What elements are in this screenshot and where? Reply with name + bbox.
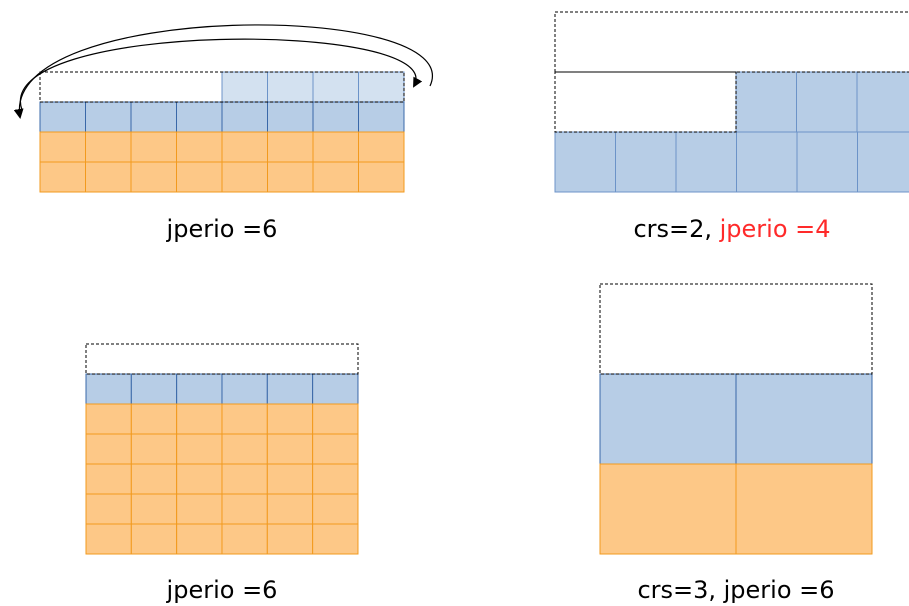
orange-cell	[85, 403, 132, 435]
blue-cell	[266, 373, 314, 405]
orange-cell	[221, 131, 268, 163]
orange-cell	[312, 131, 359, 163]
halo-cell	[221, 71, 268, 103]
orange-cell	[358, 131, 405, 163]
blue-cell	[39, 101, 86, 133]
orange-cell	[221, 463, 268, 495]
blue-cell	[796, 71, 858, 133]
panel-2-grid	[554, 71, 909, 193]
orange-cell	[39, 131, 86, 163]
orange-cell	[130, 463, 178, 495]
orange-cell	[266, 523, 314, 555]
orange-cell	[176, 433, 223, 465]
panel-1-dashed-halo	[39, 71, 405, 103]
orange-cell	[266, 403, 314, 435]
blue-cell	[221, 101, 268, 133]
orange-cell	[599, 463, 737, 555]
orange-cell	[312, 433, 359, 465]
panel-4-caption: crs=3, jperio =6	[637, 576, 834, 604]
orange-cell	[221, 523, 268, 555]
blue-cell	[554, 131, 616, 193]
panel-1-arrow-right	[19, 38, 423, 111]
orange-cell	[176, 131, 223, 163]
orange-cell	[85, 433, 132, 465]
blue-cell	[85, 373, 132, 405]
panel-2-caption: crs=2, jperio =4	[633, 215, 830, 243]
blue-cell	[796, 131, 858, 193]
panel-4-dashed-halo	[599, 283, 873, 375]
orange-cell	[130, 131, 177, 163]
orange-cell	[176, 403, 223, 435]
panel-2-dashed-inner	[554, 71, 737, 133]
orange-cell	[85, 131, 132, 163]
orange-cell	[221, 433, 268, 465]
orange-cell	[130, 433, 178, 465]
orange-cell	[312, 161, 359, 193]
orange-cell	[312, 493, 359, 525]
orange-cell	[221, 161, 268, 193]
panel-4: crs=3, jperio =6	[599, 283, 873, 604]
panel-1-grid	[39, 71, 405, 193]
orange-cell	[266, 493, 314, 525]
panel-3: jperio =6	[85, 343, 359, 604]
blue-cell	[267, 101, 314, 133]
blue-cell	[599, 373, 737, 465]
orange-cell	[130, 523, 178, 555]
orange-cell	[221, 403, 268, 435]
blue-cell	[736, 131, 798, 193]
blue-cell	[130, 101, 177, 133]
orange-cell	[312, 523, 359, 555]
halo-cell	[312, 71, 359, 103]
orange-cell	[312, 403, 359, 435]
orange-cell	[176, 463, 223, 495]
blue-cell	[856, 71, 909, 133]
orange-cell	[266, 433, 314, 465]
blue-cell	[615, 131, 677, 193]
panel-4-grid	[599, 373, 873, 555]
orange-cell	[176, 161, 223, 193]
blue-cell	[85, 101, 132, 133]
orange-cell	[221, 493, 268, 525]
blue-cell	[358, 101, 405, 133]
blue-cell	[312, 101, 359, 133]
panel-3-caption: jperio =6	[166, 576, 278, 604]
orange-cell	[85, 463, 132, 495]
panel-1-caption: jperio =6	[166, 215, 278, 243]
orange-cell	[358, 161, 405, 193]
orange-cell	[312, 463, 359, 495]
orange-cell	[85, 523, 132, 555]
orange-cell	[267, 131, 314, 163]
orange-cell	[85, 161, 132, 193]
halo-cell	[267, 71, 314, 103]
orange-cell	[130, 403, 178, 435]
orange-cell	[130, 161, 177, 193]
blue-cell	[130, 373, 178, 405]
panel-1: jperio =6	[13, 24, 433, 243]
panel-3-dashed-halo	[85, 343, 359, 375]
blue-cell	[735, 373, 873, 465]
orange-cell	[176, 523, 223, 555]
orange-cell	[735, 463, 873, 555]
blue-cell	[221, 373, 268, 405]
blue-cell	[857, 131, 909, 193]
orange-cell	[130, 493, 178, 525]
orange-cell	[85, 493, 132, 525]
orange-cell	[266, 463, 314, 495]
halo-cell	[358, 71, 405, 103]
orange-cell	[39, 161, 86, 193]
orange-cell	[176, 493, 223, 525]
blue-cell	[312, 373, 359, 405]
blue-cell	[675, 131, 737, 193]
panel-3-grid	[85, 373, 359, 555]
blue-cell	[735, 71, 797, 133]
panel-2-caption-jperio: jperio =4	[719, 215, 831, 243]
panel-2-caption-crs: crs=2,	[633, 215, 719, 243]
blue-cell	[176, 373, 223, 405]
panel-2: crs=2, jperio =4	[554, 11, 909, 243]
blue-cell	[176, 101, 223, 133]
orange-cell	[267, 161, 314, 193]
panel-2-dashed-outer	[554, 11, 909, 73]
